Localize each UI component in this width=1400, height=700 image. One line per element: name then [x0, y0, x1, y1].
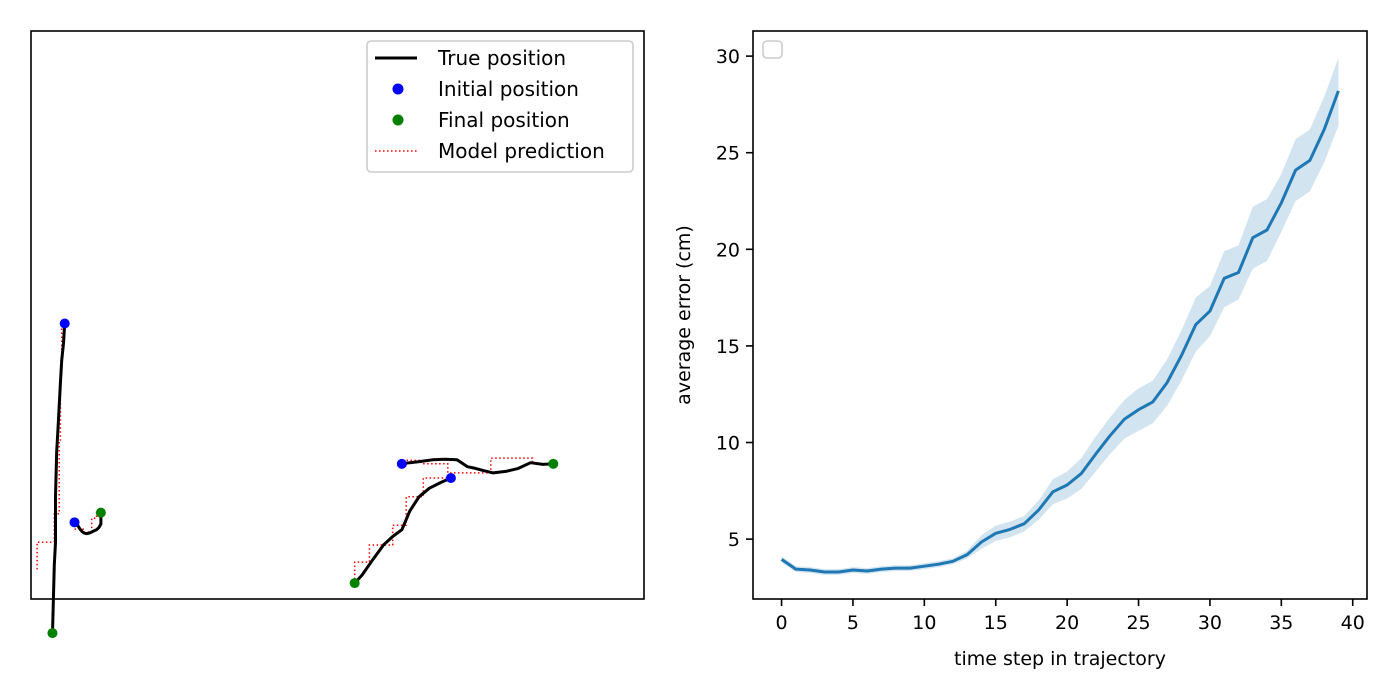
- trajectory-1: [396, 457, 559, 475]
- error-plot-marks: [780, 58, 1340, 575]
- y-tick-label: 20: [716, 239, 740, 261]
- true-position-line: [401, 457, 554, 475]
- legend-model-prediction-label: Model prediction: [438, 139, 605, 163]
- error-plot-frame: [753, 31, 1367, 599]
- x-tick-label: 10: [912, 612, 936, 634]
- trajectory-plot: True position Initial position Final pos…: [30, 30, 645, 639]
- empty-legend-box: [762, 40, 783, 59]
- legend-final-position-label: Final position: [438, 108, 570, 132]
- x-tick-label: 20: [1055, 612, 1079, 634]
- x-tick-label: 35: [1269, 612, 1293, 634]
- y-tick-label: 5: [728, 529, 740, 551]
- x-axis-label: time step in trajectory: [954, 648, 1166, 670]
- y-axis-ticks: 5 10 15 20 25 30: [716, 46, 753, 551]
- final-position-point: [548, 458, 559, 469]
- model-prediction-line: [401, 457, 554, 474]
- y-tick-label: 30: [716, 46, 740, 68]
- x-tick-label: 30: [1198, 612, 1222, 634]
- x-tick-label: 25: [1126, 612, 1150, 634]
- legend-box: [366, 40, 634, 173]
- final-position-point: [349, 578, 360, 589]
- final-position-point: [95, 507, 106, 518]
- true-position-line: [73, 512, 103, 536]
- initial-position-point: [69, 517, 80, 528]
- x-tick-label: 40: [1341, 612, 1365, 634]
- initial-position-point: [445, 473, 456, 484]
- average-error-line: [780, 90, 1340, 574]
- trajectory-3: [36, 318, 70, 639]
- legend-final-position-swatch: [392, 114, 404, 126]
- x-tick-label: 0: [776, 612, 788, 634]
- y-tick-label: 25: [716, 143, 740, 165]
- trajectory-4: [69, 507, 106, 536]
- trajectory-2: [349, 473, 456, 589]
- initial-position-point: [396, 458, 407, 469]
- legend-initial-position-swatch: [392, 83, 404, 95]
- legend-initial-position-label: Initial position: [438, 77, 579, 101]
- true-position-line: [353, 476, 452, 585]
- x-axis-ticks: 0 5 10 15 20 25 30 35 40: [776, 599, 1365, 634]
- y-axis-label: average error (cm): [673, 225, 695, 405]
- final-position-point: [47, 628, 58, 639]
- y-tick-label: 15: [716, 336, 740, 358]
- true-position-line: [51, 323, 67, 634]
- legend-true-position-label: True position: [437, 46, 566, 70]
- initial-position-point: [59, 318, 70, 329]
- y-tick-label: 10: [716, 433, 740, 455]
- trajectory-marks: [36, 318, 559, 639]
- error-plot-border: [752, 30, 1368, 600]
- model-prediction-line: [353, 477, 451, 584]
- x-tick-label: 5: [847, 612, 859, 634]
- error-plot: 0 5 10 15 20 25 30 35 40 5 10 15 20 25 30 time step i…: [673, 30, 1368, 670]
- x-tick-label: 15: [984, 612, 1008, 634]
- legend: True position Initial position Final pos…: [366, 40, 634, 173]
